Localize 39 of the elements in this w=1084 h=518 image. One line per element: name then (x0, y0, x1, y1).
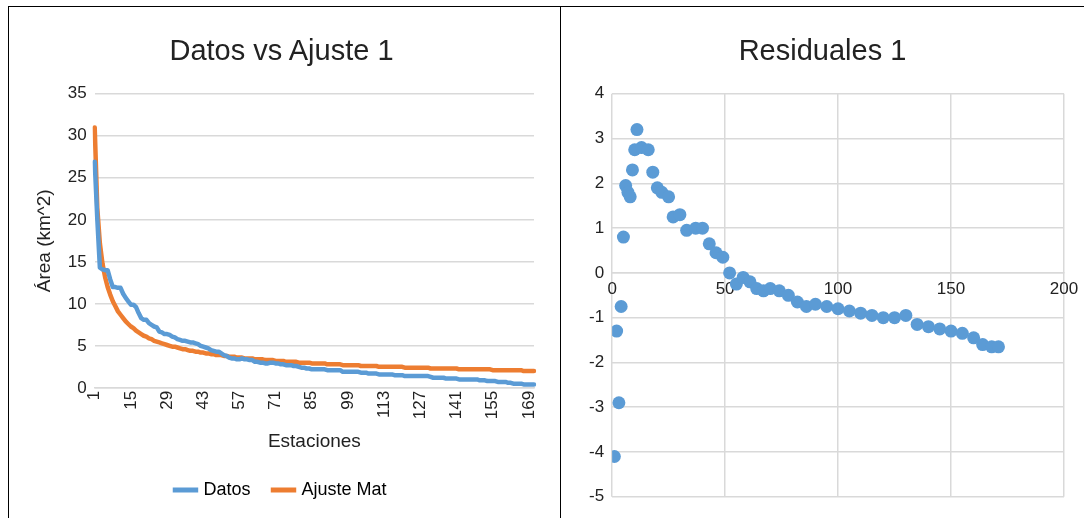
x-tick-label: 113 (373, 390, 393, 418)
x-tick-label: 200 (1049, 278, 1078, 298)
chart-title: Residuales 1 (738, 34, 906, 67)
x-tick-label: 85 (301, 390, 321, 410)
y-tick-label: 3 (594, 128, 604, 148)
chart-title: Datos vs Ajuste 1 (169, 34, 394, 67)
x-tick-label: 150 (936, 278, 965, 298)
y-tick-label: -5 (588, 486, 604, 506)
legend-label: Datos (203, 478, 251, 499)
y-tick-label: 0 (77, 377, 87, 397)
y-tick-label: 4 (594, 83, 604, 103)
x-tick-label: 141 (446, 390, 466, 420)
y-tick-label: -4 (588, 441, 604, 461)
y-tick-label: -2 (588, 352, 604, 372)
x-tick-label: 155 (482, 390, 502, 420)
x-tick-label: 99 (337, 390, 357, 410)
y-tick-label: 10 (67, 293, 87, 313)
x-tick-label: 43 (192, 390, 212, 410)
y-axis-title: Área (km^2) (32, 189, 54, 293)
y-tick-label: 25 (67, 167, 87, 187)
y-tick-label: 5 (77, 335, 87, 355)
y-tick-label: 30 (67, 125, 87, 145)
x-tick-label: 57 (229, 390, 249, 410)
x-tick-label: 169 (518, 390, 538, 420)
x-tick-label: 127 (409, 390, 429, 420)
y-tick-label: 1 (594, 217, 604, 237)
y-tick-label: 35 (67, 83, 87, 103)
y-tick-label: -1 (588, 307, 604, 327)
y-tick-label: -3 (588, 396, 604, 416)
x-tick-label: 71 (265, 390, 285, 410)
legend-label: Ajuste Mat (301, 478, 387, 499)
x-axis-title: Estaciones (267, 429, 361, 451)
x-tick-label: 100 (823, 278, 852, 298)
x-tick-label: 15 (120, 390, 140, 410)
y-tick-label: 20 (67, 209, 87, 229)
y-tick-label: 2 (594, 173, 604, 193)
y-tick-label: 15 (67, 251, 87, 271)
y-tick-label: 0 (594, 262, 604, 282)
x-tick-label: 29 (156, 390, 176, 410)
